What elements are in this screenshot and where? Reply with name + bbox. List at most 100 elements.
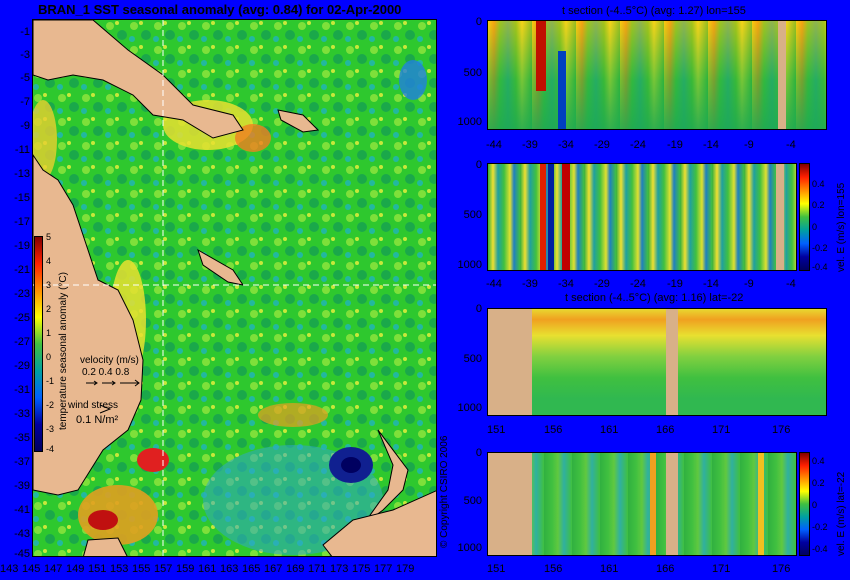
panel4-y-tick: 0 (475, 447, 482, 459)
map-x-tick: 157 (154, 563, 173, 575)
new-guinea-landmass (33, 20, 244, 139)
map-y-tick: -11 (14, 144, 30, 156)
map-y-tick: -1 (20, 26, 30, 38)
map-x-tick: 173 (330, 563, 349, 575)
velocity-colorbar-tick: 0.4 (812, 456, 825, 466)
warm-anomaly-tasman (258, 403, 328, 427)
panel4-x-tick: 166 (656, 563, 675, 575)
panel4-x-tick: 161 (600, 563, 619, 575)
velocity-colorbar-lat-22 (799, 452, 810, 556)
panel3-y-tick: 1000 (457, 402, 482, 414)
panel1-y-tick: 1000 (457, 116, 482, 128)
copyright-text: © Copyright CSIRO 2006 (439, 435, 450, 548)
velocity-legend-label: velocity (m/s) (80, 355, 139, 366)
map-y-tick: -13 (14, 168, 30, 180)
panel2-x-tick: -19 (667, 278, 683, 290)
panel3-x-tick: 176 (772, 424, 791, 436)
panel2-x-tick: -9 (744, 278, 754, 290)
sst-colorbar-tick: -4 (46, 444, 55, 454)
panel4-x-tick: 151 (487, 563, 506, 575)
map-x-tick: 161 (198, 563, 217, 575)
map-x-tick: 151 (88, 563, 107, 575)
panel1-x-tick: -19 (667, 139, 683, 151)
map-y-tick: -33 (14, 408, 30, 420)
eastward-jet (562, 164, 570, 270)
panel1-x-tick: -29 (594, 139, 610, 151)
panel1-y-tick: 500 (463, 67, 482, 79)
map-y-tick: -35 (14, 432, 30, 444)
velocity-section-lat-22[interactable] (487, 452, 797, 556)
map-y-tick: -31 (14, 384, 30, 396)
velocity-colorbar-tick: -0.2 (812, 243, 828, 253)
panel2-x-tick: -34 (558, 278, 574, 290)
velocity-colorbar-lon155 (799, 163, 810, 271)
panel2-x-tick: -29 (594, 278, 610, 290)
panel3-y-tick: 0 (475, 303, 482, 315)
map-y-tick: -41 (14, 504, 30, 516)
westward-jet (548, 164, 554, 270)
sst-colorbar-tick: 0 (46, 352, 52, 362)
panel1-x-tick: -44 (486, 139, 502, 151)
velocity-legend-scale: 0.2 0.4 0.8 (82, 367, 130, 378)
australia-land-mask (488, 453, 532, 555)
cold-column (558, 51, 566, 129)
map-y-tick: -19 (14, 240, 30, 252)
map-x-tick: 171 (308, 563, 327, 575)
map-x-tick: 165 (242, 563, 261, 575)
temperature-section-lon155[interactable] (487, 20, 827, 130)
panel1-x-tick: -14 (703, 139, 719, 151)
new-caledonia (197, 248, 245, 286)
velocity-colorbar-tick: -0.4 (812, 544, 828, 554)
temperature-section-lat-22[interactable] (487, 308, 827, 416)
hot-spot-south (88, 510, 118, 530)
map-y-tick: -39 (14, 480, 30, 492)
map-y-tick: -43 (14, 528, 30, 540)
eastward-jet (758, 453, 764, 555)
map-x-tick: 149 (66, 563, 85, 575)
velocity-colorbar-tick: -0.2 (812, 522, 828, 532)
panel4-y-tick: 500 (463, 495, 482, 507)
velocity-colorbar-tick: 0 (812, 222, 818, 232)
land-mask (666, 453, 678, 555)
sst-colorbar-tick: -1 (46, 376, 55, 386)
warm-anomaly-bass (137, 448, 169, 472)
sst-colorbar-tick: -3 (46, 424, 55, 434)
map-y-tick: -7 (20, 96, 30, 108)
solomon-islands (277, 109, 320, 133)
sst-map-svg (33, 20, 436, 556)
map-y-tick: -25 (14, 312, 30, 324)
warm-anomaly-south (78, 485, 158, 545)
panel2-x-tick: -14 (703, 278, 719, 290)
panel2-x-tick: -4 (786, 278, 796, 290)
panel2-y-tick: 500 (463, 209, 482, 221)
map-x-tick: 159 (176, 563, 195, 575)
map-y-tick: -5 (20, 72, 30, 84)
australia-landmass (33, 154, 144, 496)
map-y-tick: -27 (14, 336, 30, 348)
map-y-tick: -23 (14, 288, 30, 300)
velocity-section-lon155[interactable] (487, 163, 797, 271)
wind-legend-label: wind stress (68, 400, 119, 411)
velocity-colorbar-tick: -0.4 (812, 262, 828, 272)
panel3-title: t section (-4..5°C) (avg: 1.16) lat=-22 (565, 292, 744, 304)
velocity-colorbar-label: vel. E (m/s) lat=-22 (836, 471, 847, 556)
sst-anomaly-map[interactable] (32, 19, 437, 557)
map-x-tick: 179 (396, 563, 415, 575)
map-x-tick: 153 (110, 563, 129, 575)
land-mask (778, 21, 786, 129)
panel1-x-tick: -39 (522, 139, 538, 151)
panel2-y-tick: 0 (475, 159, 482, 171)
velocity-colorbar-tick: 0.2 (812, 200, 825, 210)
new-zealand-south (322, 490, 436, 556)
map-x-tick: 143 (0, 563, 19, 575)
map-y-tick: -29 (14, 360, 30, 372)
eastward-jet (540, 164, 546, 270)
panel4-y-tick: 1000 (457, 542, 482, 554)
panel4-x-tick: 171 (712, 563, 731, 575)
sst-colorbar-tick: 5 (46, 232, 52, 242)
cool-anomaly-north (399, 60, 427, 100)
map-y-tick: -17 (14, 216, 30, 228)
panel3-x-tick: 151 (487, 424, 506, 436)
panel1-x-tick: -9 (744, 139, 754, 151)
panel4-x-tick: 156 (544, 563, 563, 575)
